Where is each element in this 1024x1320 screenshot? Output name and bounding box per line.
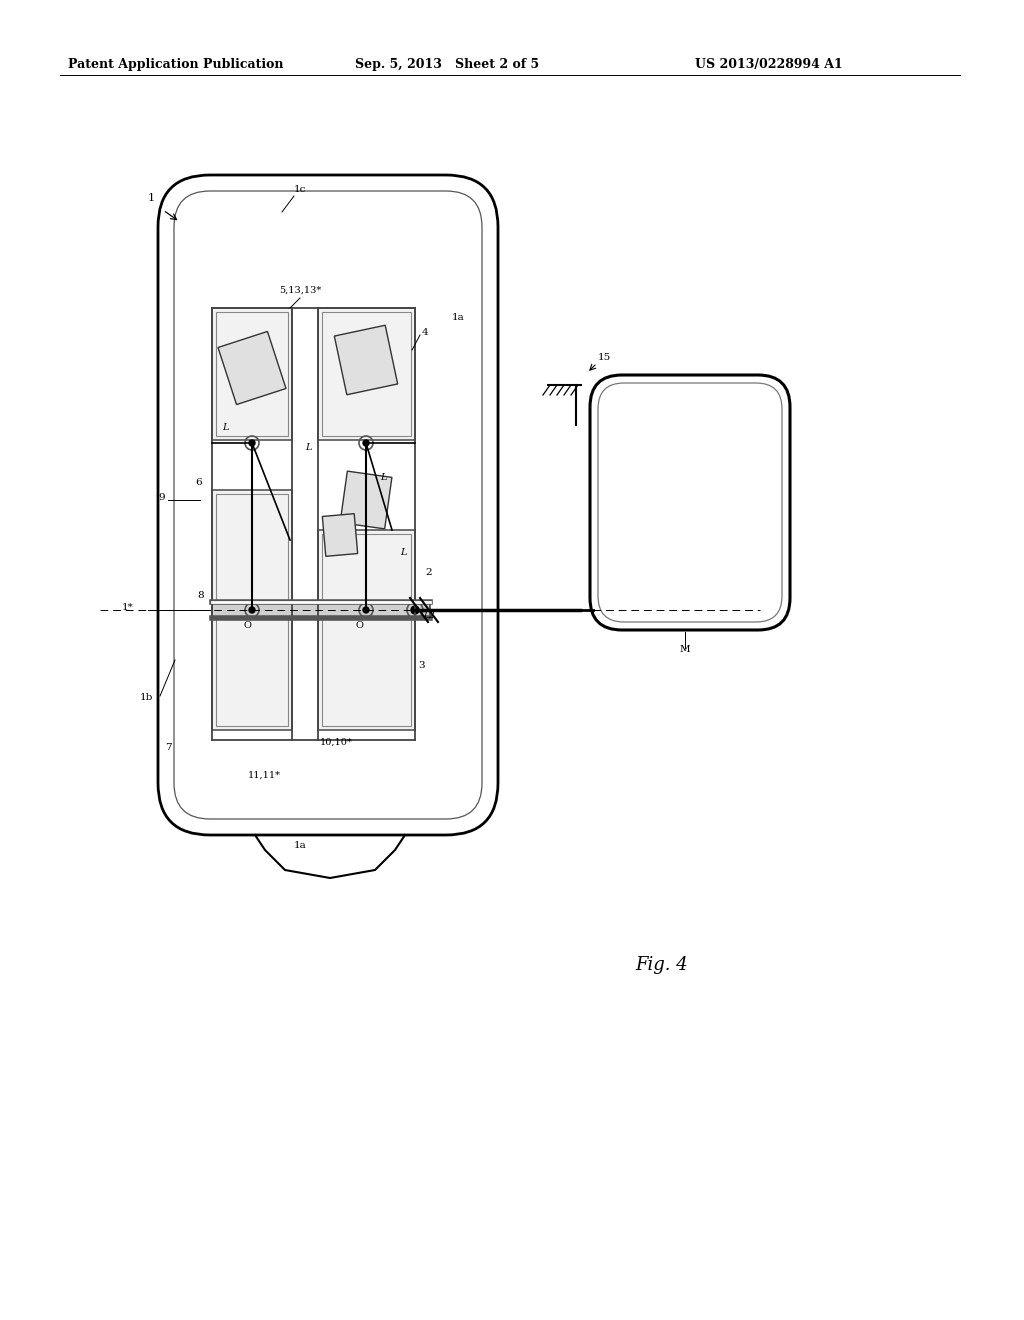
Bar (322, 535, 411, 726)
Text: Sep. 5, 2013   Sheet 2 of 5: Sep. 5, 2013 Sheet 2 of 5 (355, 58, 539, 71)
Bar (216, 494, 288, 726)
Text: 9: 9 (158, 492, 165, 502)
Text: 1a: 1a (452, 313, 465, 322)
Bar (216, 312, 288, 436)
Text: 1*: 1* (122, 603, 134, 612)
Text: L: L (222, 422, 228, 432)
Text: Patent Application Publication: Patent Application Publication (68, 58, 284, 71)
Text: 10,10*: 10,10* (319, 738, 352, 747)
Text: L2: L2 (423, 611, 435, 620)
FancyBboxPatch shape (158, 176, 498, 836)
Text: 2: 2 (425, 568, 432, 577)
FancyBboxPatch shape (590, 375, 790, 630)
Text: 6: 6 (195, 478, 202, 487)
Polygon shape (340, 471, 392, 529)
Text: 3: 3 (418, 661, 425, 671)
Text: 1: 1 (148, 193, 155, 203)
Text: M: M (680, 645, 690, 653)
Polygon shape (334, 325, 397, 395)
Text: 11,11*: 11,11* (248, 771, 281, 780)
Text: L: L (305, 444, 311, 451)
Text: US 2013/0228994 A1: US 2013/0228994 A1 (695, 58, 843, 71)
Circle shape (249, 607, 255, 612)
Polygon shape (218, 331, 286, 404)
Text: 5,13,13*: 5,13,13* (279, 286, 322, 294)
Text: L: L (380, 473, 386, 482)
Text: 1c: 1c (294, 185, 306, 194)
Bar (318, 308, 415, 440)
Bar (212, 602, 430, 618)
Circle shape (249, 440, 255, 446)
Text: 15: 15 (598, 352, 611, 362)
Bar (212, 490, 292, 730)
Text: 4: 4 (422, 327, 429, 337)
Circle shape (411, 606, 419, 614)
Text: O: O (356, 620, 364, 630)
Bar (322, 312, 411, 436)
Polygon shape (323, 513, 357, 556)
Text: 7: 7 (165, 743, 172, 752)
Text: 8: 8 (197, 591, 204, 601)
Bar (212, 308, 292, 440)
Circle shape (362, 440, 369, 446)
Text: 1b: 1b (140, 693, 154, 702)
Text: 1a: 1a (294, 841, 306, 850)
Text: L: L (400, 548, 407, 557)
Text: Fig. 4: Fig. 4 (635, 956, 688, 974)
Bar (318, 531, 415, 730)
Text: O: O (243, 620, 251, 630)
Circle shape (362, 607, 369, 612)
